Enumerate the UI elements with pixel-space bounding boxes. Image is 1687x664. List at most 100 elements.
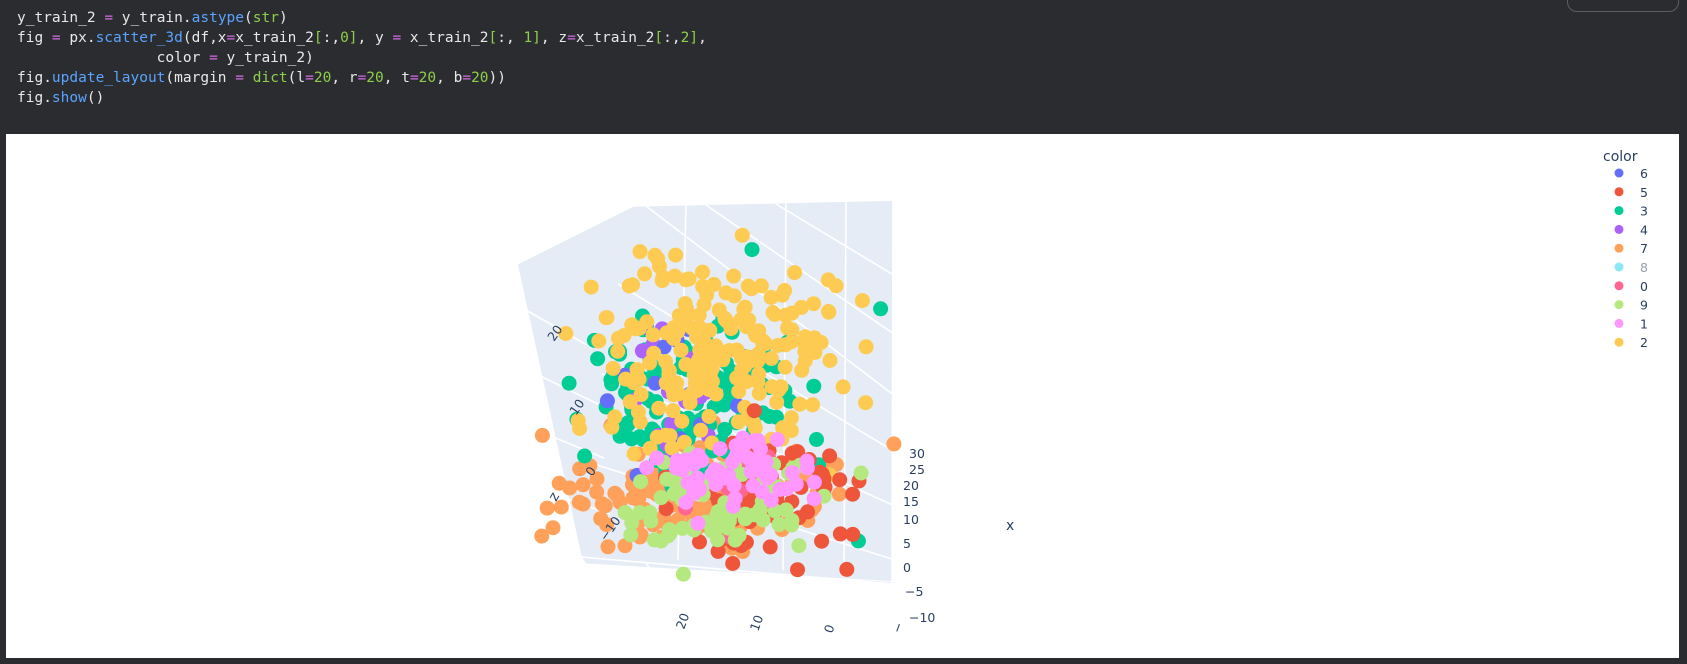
scatter-point[interactable] [807, 345, 823, 360]
scatter-point[interactable] [734, 227, 750, 243]
scatter-point[interactable] [832, 472, 848, 488]
scatter-point[interactable] [725, 556, 741, 571]
scatter-point[interactable] [747, 507, 762, 523]
scatter-point[interactable] [854, 293, 870, 309]
scatter-point[interactable] [762, 539, 778, 555]
scatter-point[interactable] [689, 329, 704, 345]
scatter-point[interactable] [779, 481, 795, 497]
scatter-point[interactable] [734, 350, 750, 366]
scatter-point[interactable] [695, 264, 710, 280]
scatter-point[interactable] [690, 515, 706, 531]
scatter-point[interactable] [651, 400, 667, 416]
scatter-point[interactable] [754, 484, 770, 500]
scatter-point[interactable] [649, 450, 665, 466]
scatter-point[interactable] [737, 299, 753, 315]
legend-item[interactable]: 5 [1614, 185, 1648, 200]
scatter-point[interactable] [740, 450, 756, 466]
scatter-point[interactable] [809, 432, 824, 447]
scatter-point[interactable] [666, 486, 682, 502]
scatter-point[interactable] [687, 357, 703, 373]
legend-item[interactable]: 1 [1614, 316, 1648, 331]
scatter-point[interactable] [678, 272, 694, 288]
scatter-point[interactable] [629, 491, 645, 507]
scatter-point[interactable] [727, 491, 743, 506]
scatter-point[interactable] [765, 305, 781, 320]
scatter-point[interactable] [814, 533, 830, 549]
scatter-point[interactable] [632, 244, 648, 260]
scatter-point[interactable] [845, 526, 861, 542]
scatter-point[interactable] [771, 382, 787, 398]
scatter-point[interactable] [712, 441, 728, 457]
scatter-point[interactable] [822, 353, 838, 368]
scatter-point[interactable] [735, 430, 751, 446]
legend-item[interactable]: 9 [1614, 298, 1649, 313]
scatter-point[interactable] [763, 289, 779, 305]
scatter-point[interactable] [708, 477, 724, 492]
scatter-point[interactable] [617, 419, 633, 435]
scatter-point[interactable] [787, 265, 803, 281]
scatter-point[interactable] [676, 434, 692, 450]
scatter-point[interactable] [751, 366, 767, 382]
scatter-point[interactable] [692, 534, 707, 550]
scatter-point[interactable] [738, 319, 754, 335]
scatter-points[interactable] [534, 227, 902, 582]
scatter-point[interactable] [605, 360, 621, 376]
scatter-point[interactable] [784, 322, 800, 338]
scatter-point[interactable] [790, 444, 806, 460]
scatter-point[interactable] [670, 324, 686, 340]
scatter-point[interactable] [534, 427, 550, 443]
scatter-point[interactable] [831, 486, 847, 502]
scatter-point[interactable] [783, 410, 799, 426]
scatter-point[interactable] [646, 532, 662, 548]
scatter-point[interactable] [591, 333, 607, 349]
scatter-point[interactable] [682, 395, 698, 411]
scatter-point[interactable] [590, 351, 606, 367]
scatter-point[interactable] [693, 422, 709, 438]
scatter-point[interactable] [771, 516, 787, 532]
scatter-point[interactable] [699, 369, 715, 385]
plot-output[interactable]: 30 25 20 15 10 5 0 −5 −10 x 20 10 0 −10 z 20 10 0− color 6… [6, 134, 1679, 658]
code-editor[interactable]: y_train_2 = y_train.astype(str) fig = px… [17, 8, 707, 108]
scatter-point[interactable] [583, 279, 599, 295]
scatter-point[interactable] [886, 436, 902, 452]
scatter-point[interactable] [659, 471, 675, 487]
scatter-point[interactable] [668, 460, 684, 476]
scatter-point[interactable] [701, 382, 717, 397]
scatter-point[interactable] [726, 268, 742, 284]
scatter-point[interactable] [575, 477, 591, 493]
scatter-point[interactable] [607, 409, 623, 425]
scatter-point[interactable] [652, 258, 667, 274]
scatter-point[interactable] [845, 486, 861, 502]
scatter-point[interactable] [553, 499, 569, 515]
scatter-point[interactable] [607, 485, 623, 501]
scatter-point[interactable] [858, 339, 874, 355]
scatter-point[interactable] [821, 304, 837, 320]
scatter-point[interactable] [777, 359, 793, 375]
scatter-point[interactable] [710, 463, 726, 479]
scatter-point[interactable] [678, 301, 694, 317]
scatter-point[interactable] [727, 532, 743, 548]
scatter-point[interactable] [800, 504, 815, 520]
scatter-point[interactable] [599, 517, 615, 533]
scatter-point[interactable] [610, 343, 626, 359]
scatter-point[interactable] [633, 387, 649, 403]
scatter-point[interactable] [702, 322, 718, 338]
scatter-point[interactable] [634, 343, 650, 359]
scatter-point[interactable] [696, 297, 712, 313]
scatter-point[interactable] [658, 427, 674, 443]
scatter-point[interactable] [721, 343, 737, 358]
scatter-point[interactable] [774, 287, 790, 303]
legend-item[interactable]: 8 [1614, 260, 1649, 275]
scatter-point[interactable] [731, 384, 747, 399]
scatter-point[interactable] [561, 375, 577, 391]
scatter-point[interactable] [806, 491, 822, 507]
scatter-point[interactable] [661, 363, 677, 379]
scatter-point[interactable] [806, 296, 822, 312]
scatter-point[interactable] [769, 432, 785, 448]
scatter-point[interactable] [658, 375, 674, 391]
scatter-point[interactable] [589, 471, 605, 487]
scatter-point[interactable] [791, 538, 807, 554]
scatter-point[interactable] [623, 527, 639, 543]
scatter-point[interactable] [784, 517, 799, 533]
